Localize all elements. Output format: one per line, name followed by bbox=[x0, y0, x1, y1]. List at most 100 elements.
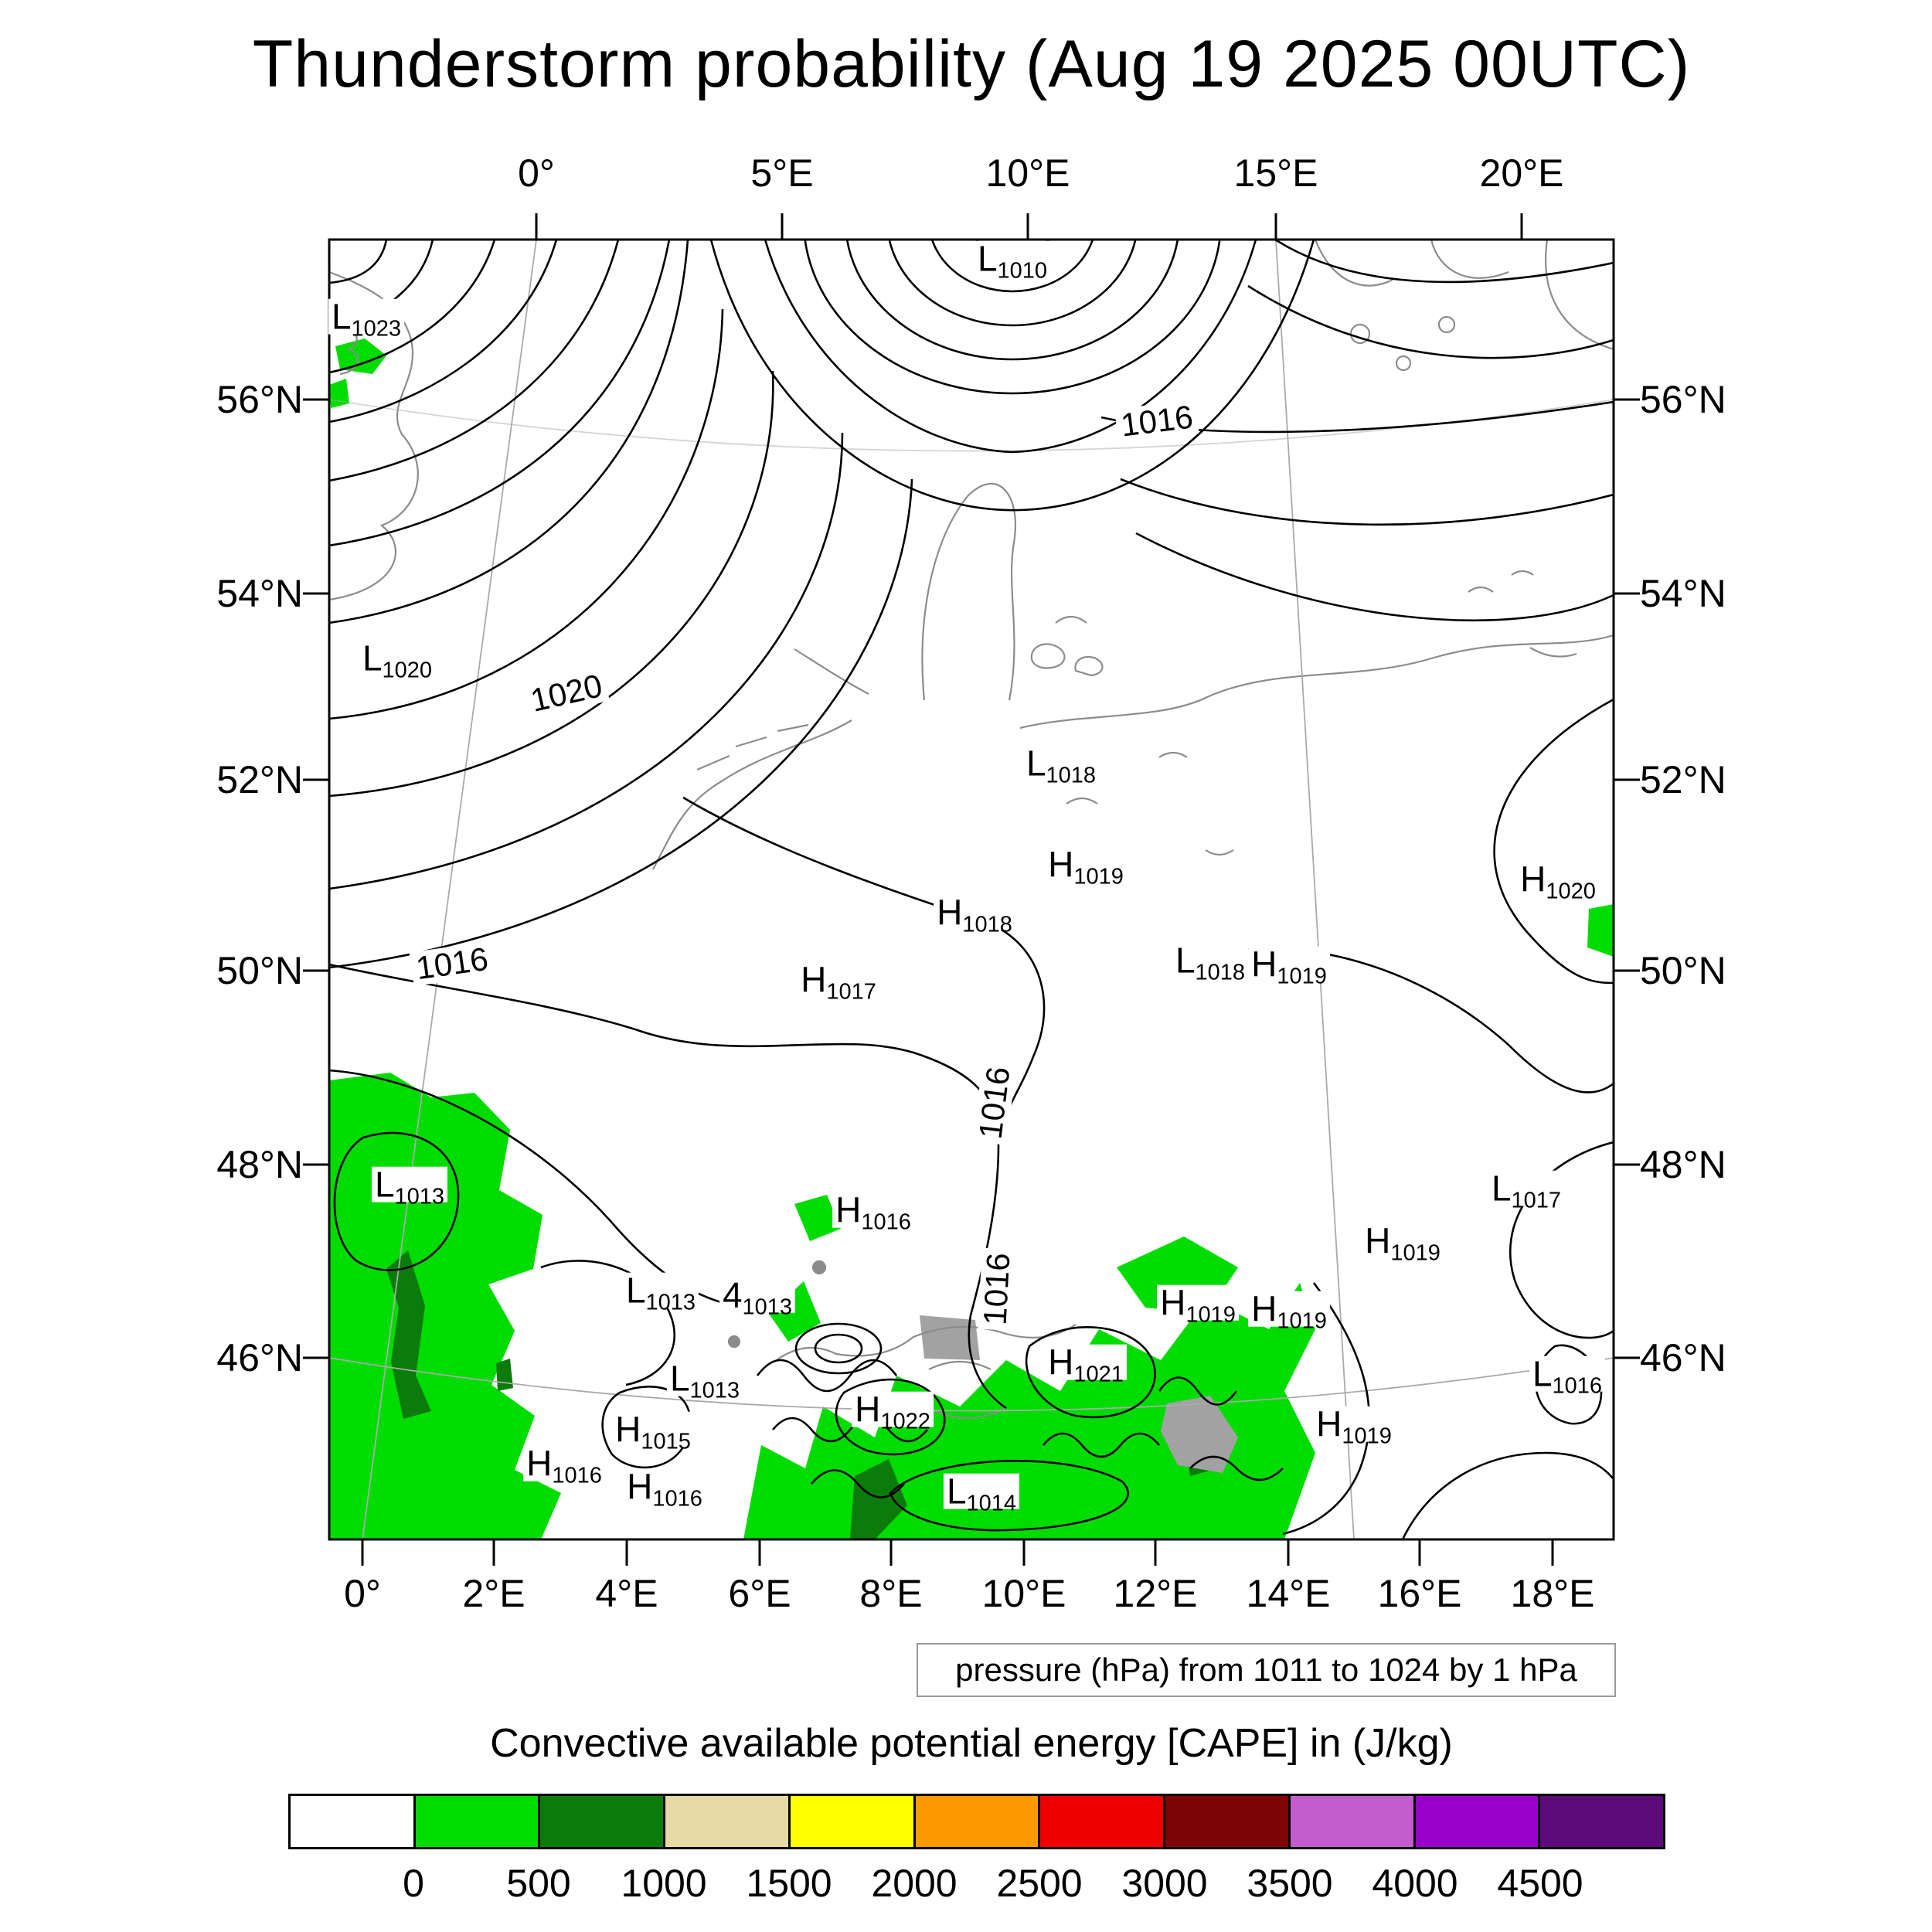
pressure-center-label: H1015 bbox=[612, 1411, 694, 1453]
coast-detail bbox=[1468, 570, 1534, 593]
isobar bbox=[1282, 1282, 1370, 1536]
isobar bbox=[772, 1417, 928, 1443]
colorbar-tick-label: 2000 bbox=[871, 1862, 957, 1905]
isobar bbox=[1025, 1326, 1156, 1419]
isobar bbox=[1247, 284, 1614, 359]
pressure-center-label: H1016 bbox=[832, 1192, 914, 1233]
isobar bbox=[1158, 1376, 1238, 1406]
coast-detail bbox=[1066, 751, 1234, 856]
colorbar-cell bbox=[1040, 1796, 1166, 1847]
pressure-center-value: 1013 bbox=[645, 1290, 696, 1315]
colorbar bbox=[288, 1794, 1665, 1849]
colorbar-cell bbox=[1540, 1796, 1664, 1847]
pressure-center-value: 1016 bbox=[652, 1486, 702, 1512]
pressure-center-label: H1019 bbox=[1248, 944, 1330, 988]
axis-label-right: 52°N bbox=[1640, 758, 1726, 801]
isobar bbox=[1401, 1451, 1614, 1539]
pressure-center-value: 1016 bbox=[552, 1463, 602, 1488]
pressure-center-label: L1013 bbox=[622, 1270, 699, 1314]
parallel-46n bbox=[329, 1357, 1614, 1412]
colorbar-cell bbox=[915, 1796, 1041, 1847]
pressure-center-value: 1019 bbox=[1277, 1308, 1327, 1334]
pressure-center-label: L1013 bbox=[371, 1166, 448, 1208]
colorbar-tick-label: 0 bbox=[403, 1862, 424, 1905]
isobar bbox=[889, 1460, 1129, 1532]
colorbar-tick-label: 1500 bbox=[746, 1862, 832, 1905]
axis-label-left: 52°N bbox=[216, 758, 303, 801]
pressure-center-label: H1018 bbox=[934, 894, 1015, 936]
terrain-gray bbox=[1161, 1396, 1238, 1473]
pressure-center-letter: L bbox=[625, 1270, 646, 1311]
colorbar-tick-label: 2500 bbox=[996, 1862, 1083, 1905]
axis-label-left: 46°N bbox=[216, 1336, 303, 1379]
pressure-center-letter: H bbox=[1251, 944, 1277, 985]
pressure-center-value: 1019 bbox=[1073, 864, 1124, 889]
pressure-center-letter: L bbox=[946, 1471, 967, 1512]
colorbar-title: Convective available potential energy [C… bbox=[490, 1721, 1453, 1766]
lake bbox=[727, 1335, 741, 1349]
pressure-center-letter: H bbox=[526, 1443, 553, 1484]
pressure-center-letter: L bbox=[1175, 940, 1196, 981]
axis-label-left: 56°N bbox=[216, 378, 303, 421]
isobar-layer bbox=[329, 240, 1614, 1539]
colorbar-tick-label: 4500 bbox=[1497, 1862, 1583, 1905]
colorbar-tick-label: 1000 bbox=[621, 1862, 707, 1905]
pressure-center-label: H1017 bbox=[798, 961, 879, 1003]
pressure-center-label: L1023 bbox=[328, 298, 405, 340]
isobar-1016 bbox=[329, 478, 913, 969]
axis-label-left: 50°N bbox=[216, 949, 303, 992]
pressure-center-label: L1013 bbox=[666, 1360, 743, 1402]
coastline bbox=[921, 482, 1016, 701]
pressure-center-value: 1019 bbox=[1390, 1240, 1440, 1266]
pressure-center-label: L1014 bbox=[943, 1471, 1020, 1515]
pressure-center-letter: H bbox=[627, 1466, 653, 1507]
axis-label-bottom: 14°E bbox=[1246, 1572, 1331, 1615]
pressure-center-letter: H bbox=[1365, 1220, 1391, 1261]
isobar bbox=[835, 1378, 946, 1456]
colorbar-cell bbox=[1165, 1796, 1291, 1847]
isobar bbox=[329, 240, 558, 423]
cape-region-darkgreen bbox=[496, 1359, 513, 1391]
isobar bbox=[756, 1359, 898, 1393]
axis-label-bottom: 6°E bbox=[728, 1572, 791, 1615]
axis-label-bottom: 18°E bbox=[1510, 1572, 1595, 1615]
map-frame bbox=[328, 238, 1615, 1541]
pressure-center-value: 1014 bbox=[966, 1491, 1017, 1516]
isobar bbox=[329, 240, 671, 547]
pressure-center-value: 1023 bbox=[351, 316, 402, 342]
chart-title: Thunderstorm probability (Aug 19 2025 00… bbox=[252, 27, 1691, 101]
pressure-center-letter: L bbox=[1491, 1168, 1512, 1209]
isobar bbox=[709, 240, 1315, 512]
isobar-1016 bbox=[329, 963, 1007, 1410]
axis-label-bottom: 16°E bbox=[1377, 1572, 1462, 1615]
isobar bbox=[764, 240, 1257, 454]
pressure-center-letter: L bbox=[977, 238, 998, 279]
axis-label-top: 5°E bbox=[750, 151, 814, 195]
colorbar-cell bbox=[540, 1796, 666, 1847]
axis-label-top: 10°E bbox=[985, 151, 1070, 195]
cape-region-darkgreen bbox=[850, 1459, 907, 1539]
colorbar-tick-label: 3000 bbox=[1121, 1862, 1208, 1905]
pressure-center-letter: H bbox=[855, 1389, 881, 1430]
colorbar-tick-label: 4000 bbox=[1372, 1862, 1458, 1905]
pressure-center-value: 1019 bbox=[1277, 964, 1327, 989]
isobar bbox=[333, 1131, 460, 1271]
pressure-center-letter: H bbox=[1048, 844, 1074, 885]
isobar bbox=[682, 796, 1046, 1131]
pressure-center-label: H1019 bbox=[1157, 1284, 1239, 1326]
pressure-center-value: 1018 bbox=[1046, 763, 1097, 788]
terrain-line bbox=[928, 1360, 992, 1370]
coast-detail bbox=[1529, 647, 1577, 658]
isobar bbox=[1043, 1432, 1160, 1458]
axis-label-bottom: 8°E bbox=[859, 1572, 923, 1615]
colorbar-tick-labels: 0 500 1000 1500 2000 2500 3000 3500 4000 4500 bbox=[288, 1861, 1665, 1909]
pressure-note: pressure (hPa) from 1011 to 1024 by 1 hP… bbox=[917, 1643, 1616, 1697]
colorbar-cell bbox=[291, 1796, 416, 1847]
pressure-center-letter: H bbox=[1316, 1403, 1342, 1444]
pressure-center-value: 1017 bbox=[826, 979, 876, 1005]
isobar bbox=[1120, 478, 1614, 526]
pressure-center-value: 1020 bbox=[1546, 879, 1596, 904]
cape-region-green bbox=[1587, 904, 1614, 957]
coastline bbox=[1019, 634, 1614, 730]
